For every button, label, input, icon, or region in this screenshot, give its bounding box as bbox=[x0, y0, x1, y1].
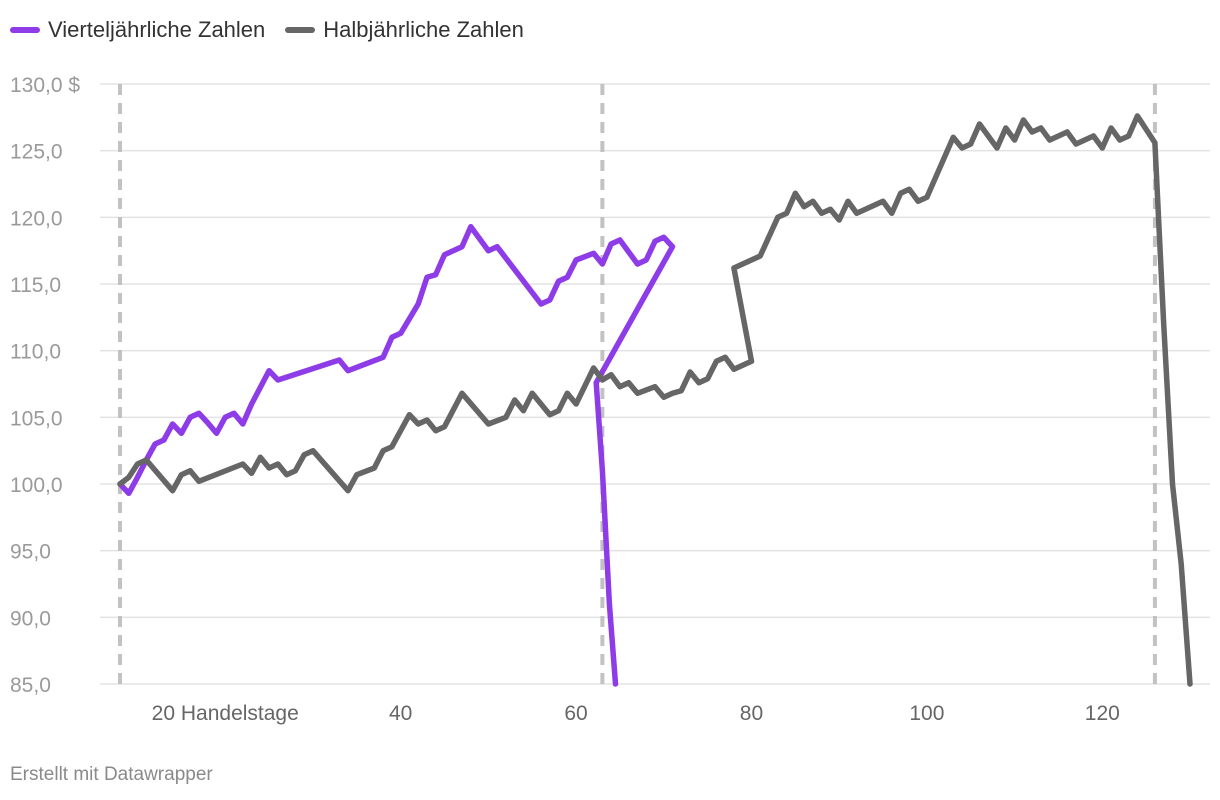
y-tick-label: 105,0 bbox=[10, 407, 63, 430]
y-tick-label: 120,0 bbox=[10, 207, 63, 230]
x-tick-label: 20 Handelstage bbox=[152, 702, 299, 725]
x-tick-label: 120 bbox=[1085, 702, 1120, 725]
y-tick-label: 115,0 bbox=[10, 274, 61, 297]
series-line-semiannual[interactable] bbox=[117, 113, 1193, 687]
vertical-markers bbox=[118, 84, 1157, 684]
legend-item-semiannual[interactable]: Halbjährliche Zahlen bbox=[285, 17, 524, 43]
series-lines bbox=[117, 113, 1193, 687]
x-tick-label: 100 bbox=[909, 702, 944, 725]
y-tick-label: 85,0 bbox=[10, 674, 51, 697]
series-line-quarterly[interactable] bbox=[117, 223, 676, 687]
y-tick-label: 110,0 bbox=[10, 341, 61, 364]
y-tick-label: 90,0 bbox=[10, 607, 51, 630]
legend-label-quarterly: Vierteljährliche Zahlen bbox=[48, 17, 266, 42]
y-tick-label: 130,0 $ bbox=[10, 74, 80, 97]
x-tick-label: 60 bbox=[564, 702, 587, 725]
x-tick-label: 40 bbox=[389, 702, 412, 725]
y-axis-labels: 130,0 $ 125,0 120,0 115,0 110,0 105,0 100,0 95,… bbox=[10, 74, 80, 697]
legend: Vierteljährliche Zahlen Halbjährliche Za… bbox=[10, 14, 524, 46]
line-chart: 130,0 $ 125,0 120,0 115,0 110,0 105,0 100,0 95,… bbox=[10, 74, 1210, 725]
x-axis-labels: 20 Handelstage 40 60 80 100 120 bbox=[152, 702, 1120, 725]
footer-credit: Erstellt mit Datawrapper bbox=[10, 764, 213, 785]
legend-swatch-semiannual bbox=[285, 27, 316, 33]
legend-label-semiannual: Halbjährliche Zahlen bbox=[323, 17, 524, 42]
y-tick-label: 95,0 bbox=[10, 541, 51, 564]
grid-lines bbox=[100, 83, 1210, 685]
y-tick-label: 100,0 bbox=[10, 474, 63, 497]
y-tick-label: 125,0 bbox=[10, 141, 63, 164]
legend-item-quarterly[interactable]: Vierteljährliche Zahlen bbox=[10, 17, 265, 43]
x-tick-label: 80 bbox=[740, 702, 763, 725]
legend-swatch-quarterly bbox=[10, 27, 40, 33]
